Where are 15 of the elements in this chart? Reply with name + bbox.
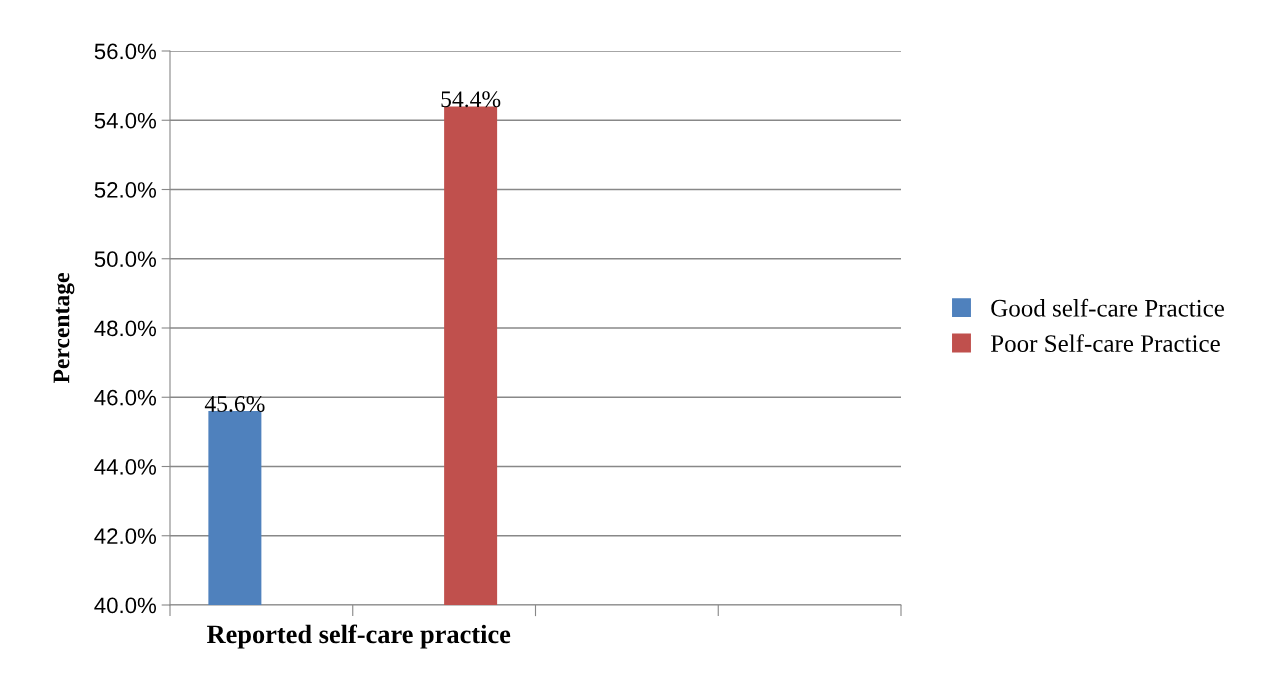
x-axis-title: Reported self-care practice <box>207 624 511 649</box>
y-tick-label: 48.0% <box>94 320 157 337</box>
y-tick-label: 56.0% <box>94 43 157 60</box>
legend-label: Good self-care Practice <box>991 298 1224 317</box>
y-tick-label: 46.0% <box>94 389 157 406</box>
data-label: 54.4% <box>441 91 501 108</box>
y-tick-label: 54.0% <box>94 112 157 129</box>
data-label: 45.6% <box>204 395 265 412</box>
legend-label: Poor Self-care Practice <box>990 334 1220 352</box>
y-tick-label: 44.0% <box>94 459 157 475</box>
y-tick-label: 52.0% <box>94 182 157 198</box>
y-tick-label: 50.0% <box>94 251 157 268</box>
y-axis-title: Percentage <box>53 273 75 384</box>
y-tick-label: 40.0% <box>94 597 157 614</box>
y-tick-label: 42.0% <box>94 528 157 545</box>
